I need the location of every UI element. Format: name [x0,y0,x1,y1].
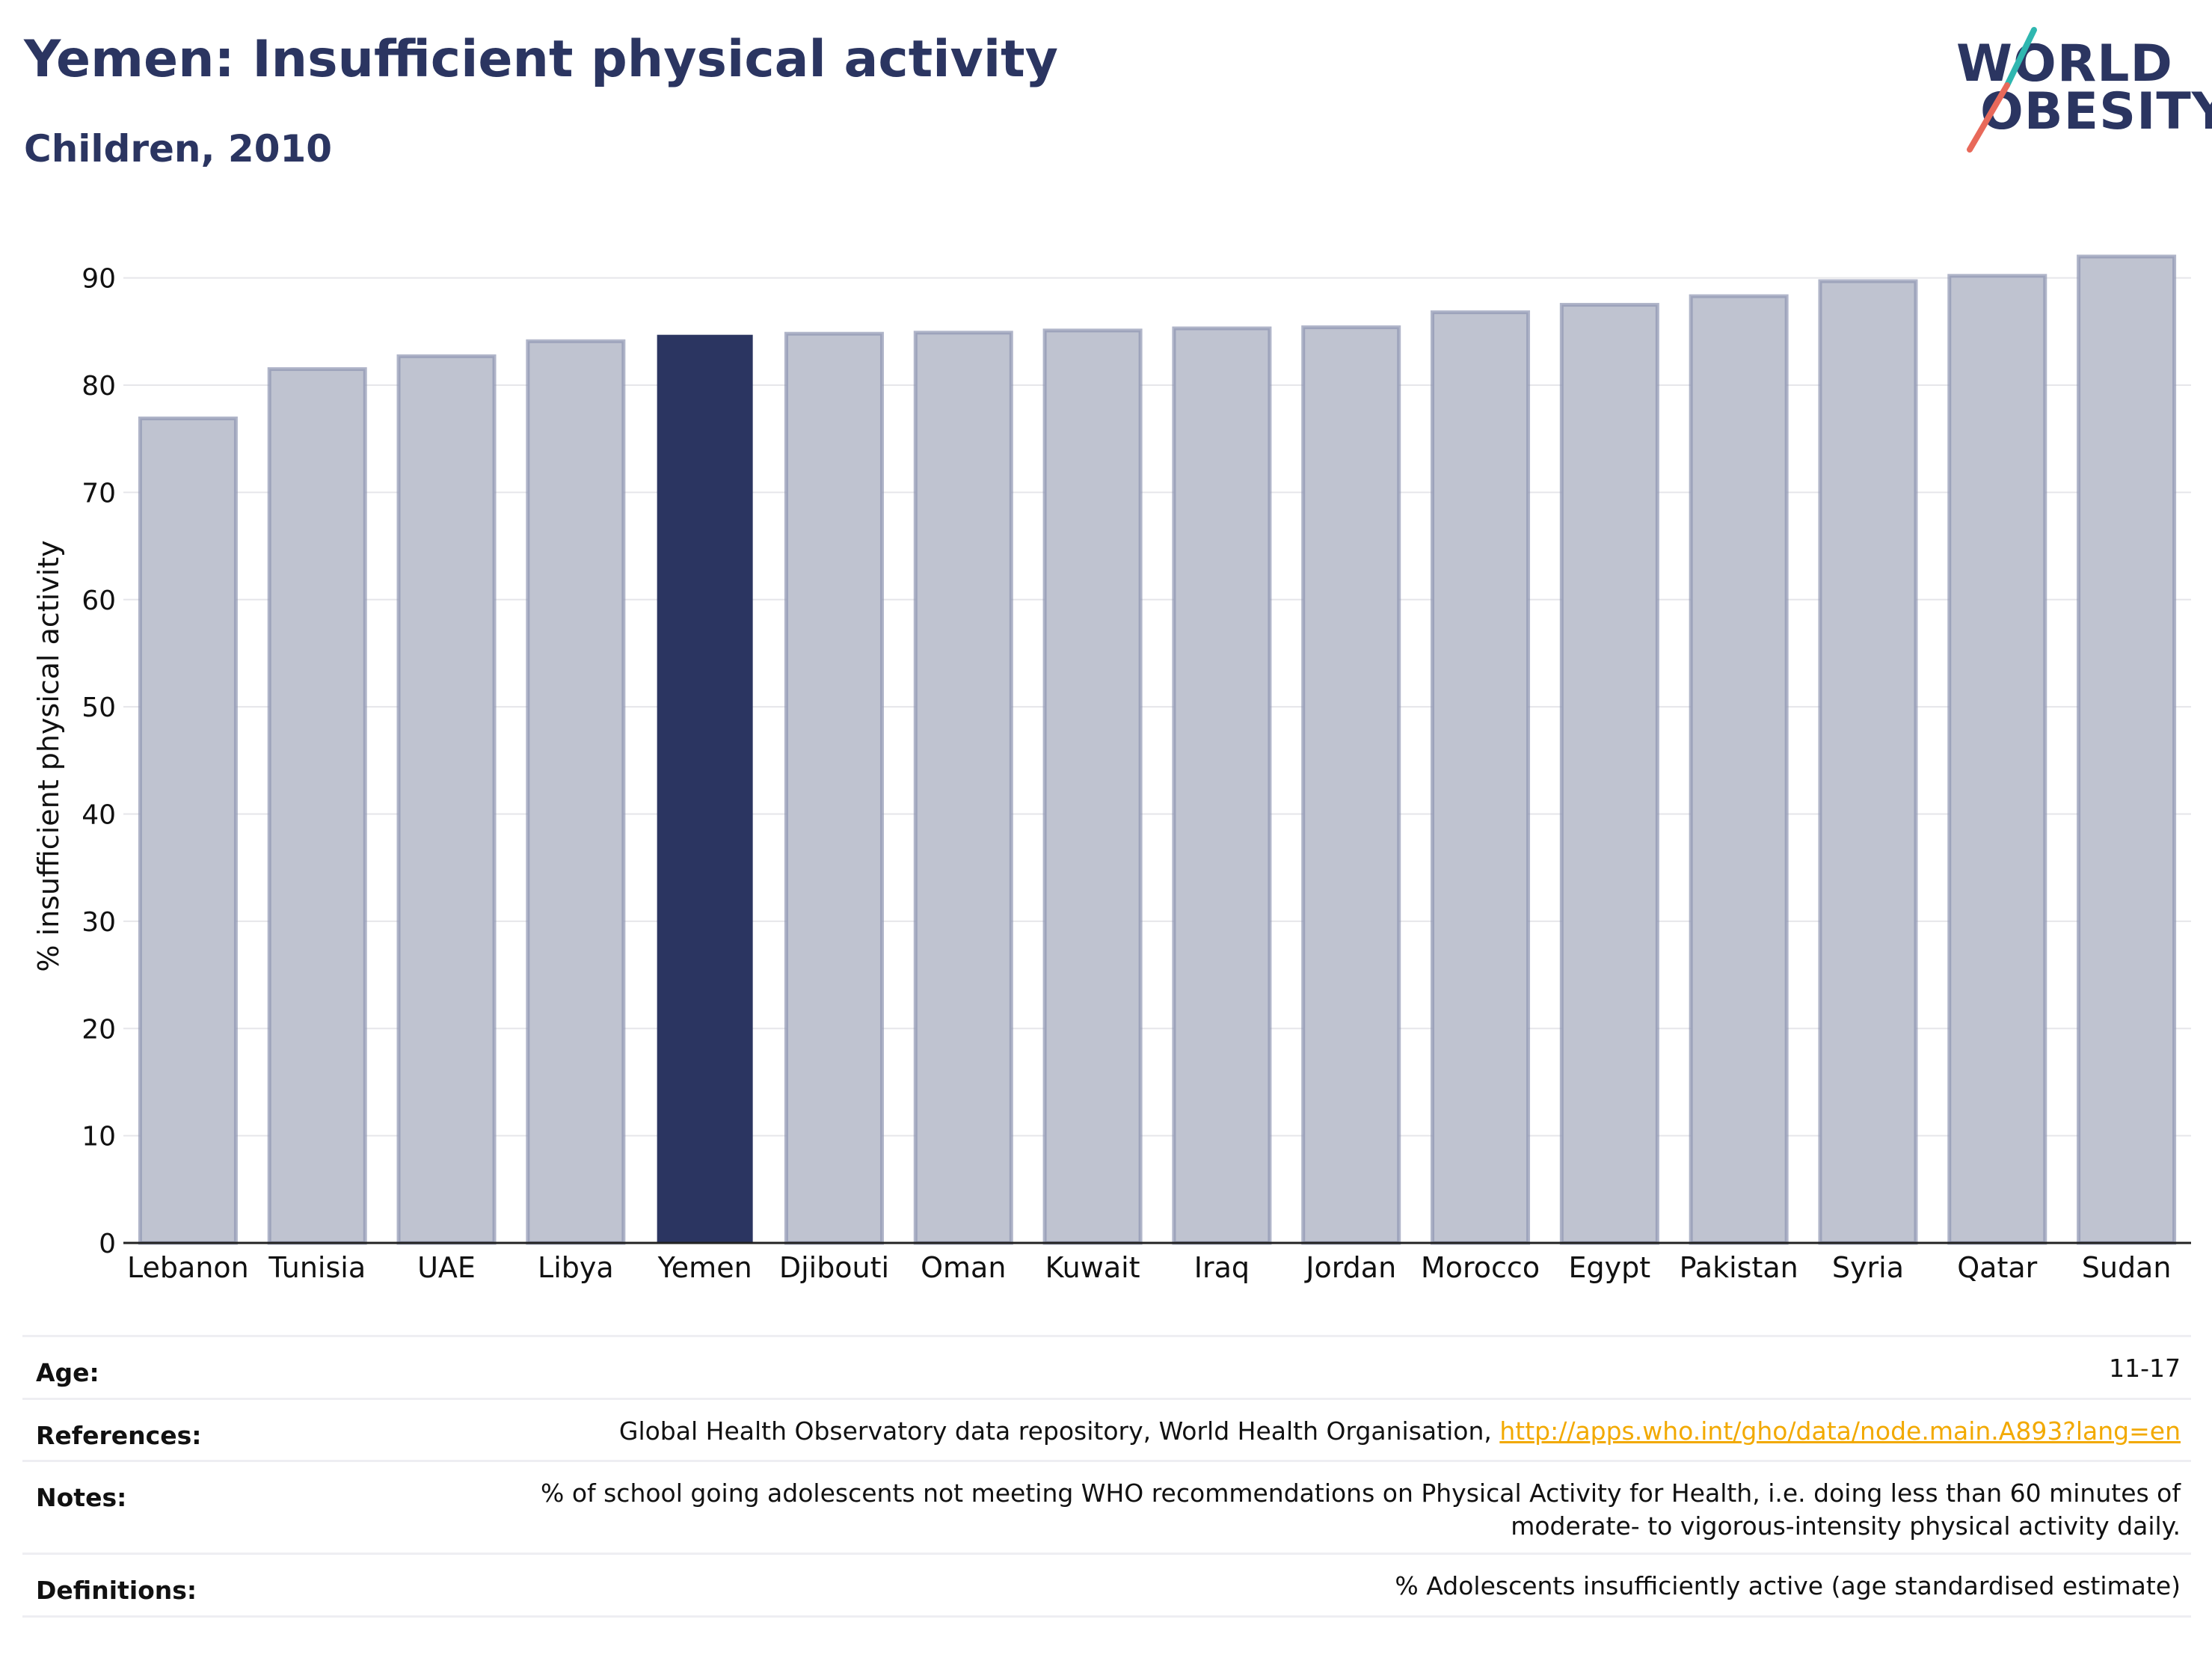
bar-pakistan [1689,294,1789,1245]
x-tick-label: Sudan [2082,1251,2172,1284]
x-tick-label: Djibouti [779,1251,889,1284]
logo-slash-icon [1967,27,2037,153]
world-obesity-logo: WORLD OBESITY [1944,22,2212,157]
notes-value: % of school going adolescents not meetin… [541,1477,2181,1543]
y-axis-title: % insufficient physical activity [32,540,65,971]
x-tick-label: Pakistan [1680,1251,1798,1284]
bar-kuwait [1042,328,1143,1245]
age-label: Age: [36,1358,99,1387]
notes-line-1: % of school going adolescents not meetin… [540,1479,2181,1508]
bar-djibouti [784,331,884,1245]
x-tick-label: Tunisia [268,1251,366,1284]
references-value: Global Health Observatory data repositor… [619,1415,2181,1448]
bar-syria [1818,279,1918,1245]
x-tick-label: Lebanon [127,1251,249,1284]
y-tick-label: 30 [82,907,116,938]
y-tick-label: 0 [99,1229,116,1259]
info-row-age: Age: 11-17 [22,1335,2191,1400]
page-subtitle: Children, 2010 [24,127,333,171]
references-label: References: [36,1421,202,1450]
y-tick-label: 60 [82,586,116,616]
x-tick-label: Yemen [657,1251,752,1284]
info-row-references: References: Global Health Observatory da… [22,1398,2191,1462]
references-link[interactable]: http://apps.who.int/gho/data/node.main.A… [1499,1416,2181,1446]
x-tick-label: Egypt [1569,1251,1651,1284]
bar-iraq [1172,326,1272,1245]
y-tick-label: 70 [82,478,116,509]
y-tick-label: 10 [82,1122,116,1152]
bar-sudan [2077,254,2177,1245]
y-tick-label: 50 [82,693,116,723]
x-tick-label: Oman [921,1251,1006,1284]
bar-lebanon [138,416,238,1245]
bar-tunisia [267,367,367,1245]
definitions-value: % Adolescents insufficiently active (age… [1395,1571,2181,1600]
y-tick-label: 80 [82,371,116,402]
y-tick-label: 40 [82,800,116,831]
bar-yemen [657,334,753,1244]
age-value: 11-17 [2109,1354,2181,1383]
references-text: Global Health Observatory data repositor… [618,1416,1500,1446]
info-row-definitions: Definitions: % Adolescents insufficientl… [22,1553,2191,1618]
x-tick-label: Libya [538,1251,614,1284]
x-tick-label: Qatar [1957,1251,2037,1284]
logo-text-obesity: OBESITY [1980,82,2212,141]
y-tick-label: 90 [82,264,116,295]
bar-morocco [1431,310,1531,1245]
logo-text-world: WORLD [1956,34,2173,93]
page-title: Yemen: Insufficient physical activity [24,30,1058,89]
x-tick-label: Iraq [1194,1251,1250,1284]
x-tick-label: Jordan [1304,1251,1396,1284]
bar-egypt [1559,303,1659,1245]
bar-libya [526,339,626,1245]
info-row-notes: Notes: % of school going adolescents not… [22,1460,2191,1555]
notes-label: Notes: [36,1483,127,1512]
info-bottom-divider [22,1615,2191,1618]
x-tick-label: UAE [417,1251,476,1284]
definitions-label: Definitions: [36,1576,197,1605]
x-tick-label: Morocco [1421,1251,1540,1284]
x-tick-label: Syria [1832,1251,1904,1284]
bar-jordan [1301,325,1401,1245]
y-tick-label: 20 [82,1014,116,1045]
x-tick-label: Kuwait [1045,1251,1140,1284]
bar-qatar [1947,274,2047,1245]
bar-chart: 0 10 20 30 40 50 60 70 80 90 % insufficient physic… [32,254,2191,1284]
bar-uae [396,354,497,1245]
notes-line-2: moderate- to vigorous-intensity physical… [1511,1511,2181,1541]
bar-oman [913,331,1013,1245]
